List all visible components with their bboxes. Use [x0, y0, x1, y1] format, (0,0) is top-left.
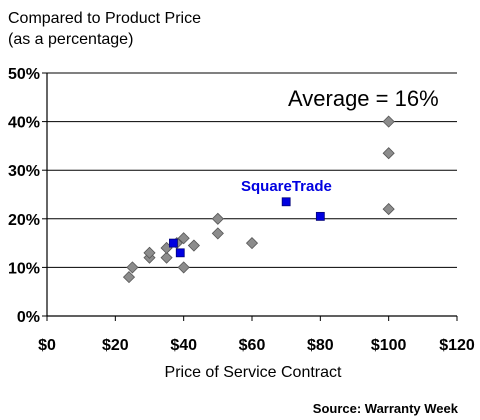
diamond-point	[160, 251, 173, 264]
y-tick-labels: 0% 10% 20% 30% 40% 50%	[8, 66, 40, 326]
y-tick-label: 30%	[8, 163, 40, 180]
x-tick-label: $0	[38, 337, 56, 354]
diamond-point	[382, 147, 395, 160]
diamond-point	[211, 212, 224, 225]
x-tick-label: $20	[102, 337, 129, 354]
diamond-point	[211, 227, 224, 240]
squaretrade-point	[281, 197, 291, 207]
x-tick-label: $60	[239, 337, 266, 354]
chart-title-line-1: Compared to Product Price	[8, 10, 201, 27]
x-tick-label: $100	[371, 337, 407, 354]
x-tick-labels: $0 $20 $40 $60 $80 $100 $120	[38, 337, 475, 354]
diamond-point	[245, 237, 259, 250]
diamond-point	[187, 239, 200, 252]
diamond-point	[177, 261, 190, 274]
y-tick-label: 0%	[17, 309, 40, 326]
squaretrade-label: SquareTrade	[241, 178, 332, 195]
axes	[42, 72, 458, 321]
chart-title-line-2: (as a percentage)	[8, 31, 133, 48]
squaretrade-point	[175, 248, 185, 258]
y-tick-label: 40%	[8, 115, 40, 132]
x-tick-label: $40	[170, 337, 197, 354]
y-tick-label: 10%	[8, 260, 40, 277]
y-tick-label: 50%	[8, 66, 40, 83]
diamond-point	[122, 271, 136, 284]
diamond-point	[382, 115, 395, 128]
diamond-point	[143, 246, 156, 259]
y-tick-label: 20%	[8, 212, 40, 229]
diamond-point	[177, 232, 190, 245]
squaretrade-point	[169, 238, 178, 248]
x-tick-label: $80	[307, 337, 334, 354]
squaretrade-point	[315, 211, 325, 221]
average-annotation: Average = 16%	[288, 86, 439, 111]
x-tick-label: $120	[439, 337, 475, 354]
x-axis-label: Price of Service Contract	[165, 364, 343, 381]
source-note: Source: Warranty Week	[313, 401, 459, 416]
diamond-point	[126, 261, 139, 274]
data-points	[122, 115, 395, 284]
diamond-point	[382, 203, 395, 216]
